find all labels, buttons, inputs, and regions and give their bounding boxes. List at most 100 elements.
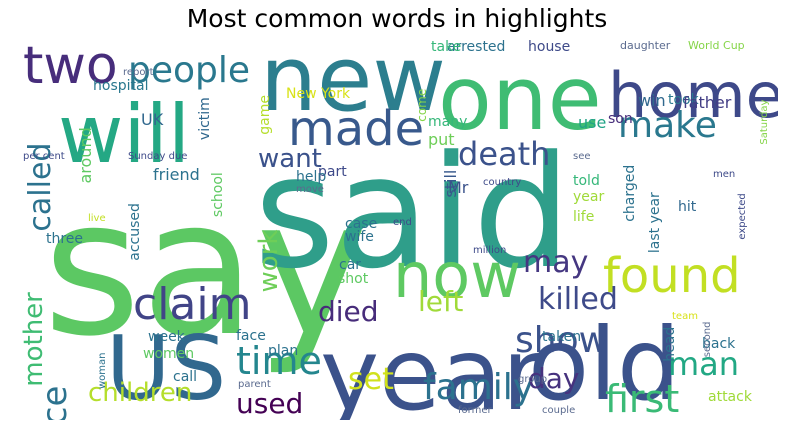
cloud-word: live [88,213,106,224]
cloud-word: killed [538,282,618,317]
cloud-word: year [320,316,544,421]
cloud-word: case [345,216,378,232]
cloud-word: group [518,374,548,385]
cloud-word: make [618,105,717,146]
cloud-word: attack [708,389,752,405]
cloud-word: took [668,92,699,108]
cloud-word: come [415,88,429,122]
cloud-word: want [258,144,322,174]
cloud-word: arrested [447,40,506,55]
cloud-word: last year [647,192,663,254]
cloud-word: found [603,248,741,304]
cloud-word: New York [286,86,351,102]
cloud-word: call [173,369,198,385]
cloud-word: family [423,367,535,408]
cloud-word: first [605,377,680,420]
cloud-word: face [236,328,266,344]
word-cloud: say said year old new one will home US now found cl… [18,40,778,420]
cloud-word: children [88,378,193,408]
cloud-word: team [672,311,698,322]
cloud-word: country [483,177,522,188]
cloud-word: said [254,122,572,303]
cloud-word: time [236,339,322,383]
cloud-word: friend [153,165,200,184]
cloud-word: now [393,239,521,312]
cloud-word: made [288,101,425,157]
cloud-word: life [573,209,595,225]
cloud-word: head [662,326,678,362]
cloud-word: put [428,130,455,149]
cloud-word: couple [542,405,576,416]
cloud-word: charged [622,164,638,222]
cloud-word: left [418,285,464,318]
cloud-word: per cent [23,151,65,162]
cloud-word: part [318,164,347,180]
cloud-word: expected [737,193,748,240]
cloud-word: plan [268,343,299,359]
cloud-word: second [702,321,713,358]
cloud-word: death [458,135,551,173]
cloud-word: used [236,387,304,420]
cloud-word: victim [197,97,213,141]
cloud-word: game [257,95,273,135]
cloud-word: hit [678,199,697,215]
cloud-word: one [438,47,602,150]
cloud-word: daughter [620,40,671,52]
cloud-word: use [578,113,607,132]
cloud-word: people [128,50,251,91]
cloud-word: man [668,345,740,383]
cloud-word: around [76,127,95,184]
cloud-word: Sunday due [128,151,188,162]
cloud-word: son [608,111,633,127]
cloud-word: day [528,362,580,395]
cloud-word: show [515,320,609,361]
cloud-word: Mr [448,178,469,197]
cloud-word: father [683,93,732,112]
cloud-word: school [210,172,226,218]
cloud-word: end [393,217,412,228]
cloud-word: take [431,40,462,55]
cloud-word: many [428,114,468,130]
cloud-word: house [528,40,571,55]
cloud-word: old [528,306,681,420]
cloud-word: shot [338,271,369,287]
cloud-word: men [713,169,736,180]
cloud-word: car [339,257,362,273]
cloud-word: World Cup [688,40,745,52]
cloud-word: told [573,173,600,189]
chart-title: Most common words in highlights [186,4,608,33]
cloud-word: week [148,329,185,345]
cloud-word: police [35,386,75,420]
cloud-word: set [348,362,394,397]
cloud-word: two [23,40,118,96]
cloud-word: year [573,189,605,205]
cloud-word: mother [19,292,49,387]
cloud-word: UK [141,110,164,129]
cloud-word: may [523,245,589,280]
cloud-word: Saturday [759,99,770,145]
cloud-word: former [458,405,492,416]
cloud-word: see [573,151,591,162]
cloud-word: accused [127,203,143,261]
cloud-word: million [473,245,507,256]
cloud-word: work [254,229,284,293]
cloud-word: back [702,336,736,352]
cloud-word: wife [345,229,374,245]
cloud-word: hospital [93,78,149,94]
cloud-word: claim [133,279,252,330]
cloud-word: home [608,59,778,132]
cloud-word: new [260,40,447,132]
cloud-word: parent [238,379,271,390]
cloud-word: say [43,159,368,378]
cloud-word: three [46,231,84,247]
cloud-word: taken [542,329,582,345]
cloud-word: US [106,317,227,420]
cloud-word: women [143,346,195,362]
cloud-word: woman [97,352,108,389]
cloud-word: move [296,184,324,195]
cloud-word: win [638,91,666,110]
cloud-word: help [296,169,327,185]
cloud-word: will [58,88,191,181]
cloud-word: died [318,295,379,328]
cloud-word: report [123,67,154,78]
